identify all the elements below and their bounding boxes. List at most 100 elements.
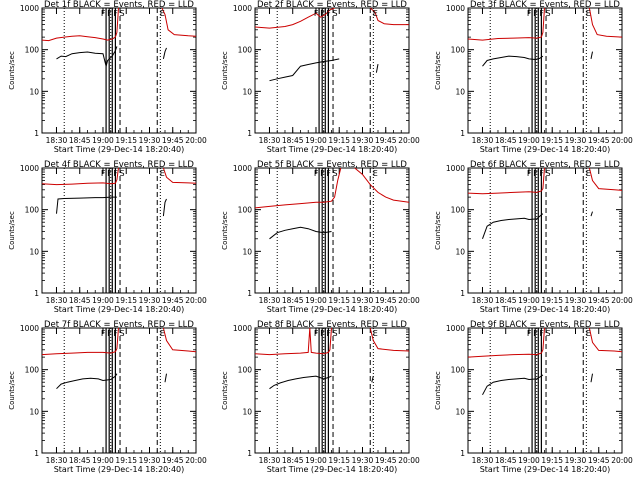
series-events [56, 46, 118, 67]
x-axis-label: Start Time (29-Dec-14 18:20:40) [54, 305, 185, 314]
flare-flag-label: F [326, 9, 331, 18]
x-tick-label: 18:45 [282, 296, 304, 305]
series-events [482, 374, 544, 396]
y-tick-label: 10 [29, 87, 39, 96]
x-tick-label: 18:30 [46, 456, 68, 465]
y-tick-label: 1 [247, 129, 252, 138]
panel-det-7: Det 7f BLACK = Events, RED = LLD Counts/s… [8, 320, 207, 474]
y-tick-label: 1000 [20, 4, 39, 13]
x-tick-label: 20:00 [185, 456, 207, 465]
x-tick-label: 19:00 [518, 456, 540, 465]
flare-flag-label: F [539, 169, 544, 178]
plot-frame [467, 327, 623, 454]
x-tick-label: 18:45 [495, 296, 517, 305]
plot-frame [467, 7, 623, 134]
y-tick-label: 100 [238, 366, 253, 375]
series-lld [468, 8, 545, 41]
x-tick-label: 19:30 [139, 456, 161, 465]
x-axis-label: Start Time (29-Dec-14 18:20:40) [267, 145, 398, 154]
flare-flag-label: F [320, 9, 325, 18]
series-events [482, 213, 544, 239]
plot-area [42, 8, 196, 133]
flare-flag-label: F [533, 169, 538, 178]
y-tick-label: 1000 [233, 164, 252, 173]
flare-flag-label: F [320, 169, 325, 178]
plot-frame [41, 327, 197, 454]
panel-det-8: Det 8f BLACK = Events, RED = LLD Counts/s… [221, 320, 420, 474]
flare-flag-label: F [107, 169, 112, 178]
panel-title: Det 5f BLACK = Events, RED = LLD [257, 160, 407, 170]
x-tick-label: 18:45 [495, 456, 517, 465]
plot-area [255, 168, 409, 293]
flare-flag-label: E [160, 169, 165, 178]
flare-flag-label: F [527, 169, 532, 178]
series-lld [255, 328, 332, 356]
panel-det-2: Det 2f BLACK = Events, RED = LLD Counts/s… [221, 0, 420, 154]
x-tick-label: 20:00 [398, 136, 420, 145]
flare-flag-label: F [113, 329, 118, 338]
y-tick-label: 1000 [20, 324, 39, 333]
flare-flag-label: E [586, 329, 591, 338]
x-axis-label: Start Time (29-Dec-14 18:20:40) [480, 465, 611, 474]
y-tick-label: 10 [455, 247, 465, 256]
plot-frame [467, 167, 623, 294]
flare-flag-label: F [527, 9, 532, 18]
flare-flag-label: F [320, 329, 325, 338]
x-tick-label: 19:30 [352, 296, 374, 305]
x-tick-label: 19:00 [518, 136, 540, 145]
series-lld [161, 8, 196, 37]
x-tick-label: 19:45 [162, 296, 184, 305]
plot-area [468, 168, 622, 293]
flare-flag-label: E [586, 169, 591, 178]
x-tick-label: 19:45 [588, 136, 610, 145]
x-axis-label: Start Time (29-Dec-14 18:20:40) [267, 305, 398, 314]
x-tick-label: 19:15 [115, 296, 137, 305]
panel-title: Det 2f BLACK = Events, RED = LLD [257, 0, 407, 10]
plot-frame [41, 167, 197, 294]
y-axis-label: Counts/sec [221, 51, 229, 90]
y-tick-label: 10 [29, 247, 39, 256]
series-events [371, 375, 374, 383]
x-axis-label: Start Time (29-Dec-14 18:20:40) [480, 305, 611, 314]
y-axis-label: Counts/sec [434, 51, 442, 90]
series-lld [255, 168, 342, 209]
y-axis-label: Counts/sec [221, 371, 229, 410]
panel-title: Det 8f BLACK = Events, RED = LLD [257, 320, 407, 330]
y-tick-label: 100 [238, 46, 253, 55]
flare-flag-label: S [119, 169, 124, 178]
series-lld [255, 8, 335, 29]
flare-flag-label: F [101, 329, 106, 338]
panel-det-9: Det 9f BLACK = Events, RED = LLD Counts/s… [434, 320, 633, 474]
panel-det-5: Det 5f BLACK = Events, RED = LLD Counts/s… [221, 160, 420, 314]
y-tick-label: 1000 [446, 4, 465, 13]
x-tick-label: 18:45 [282, 456, 304, 465]
y-axis-label: Counts/sec [434, 371, 442, 410]
y-tick-label: 10 [455, 407, 465, 416]
x-tick-label: 20:00 [611, 456, 633, 465]
x-tick-label: 19:15 [328, 136, 350, 145]
panel-title: Det 1f BLACK = Events, RED = LLD [44, 0, 194, 10]
x-tick-label: 19:15 [328, 296, 350, 305]
y-tick-label: 1000 [233, 4, 252, 13]
x-tick-label: 20:00 [398, 456, 420, 465]
y-tick-label: 1 [34, 129, 39, 138]
flare-flag-label: S [545, 169, 550, 178]
series-lld [162, 168, 196, 184]
flare-flag-label: E [373, 169, 378, 178]
flare-flag-label: S [545, 9, 550, 18]
x-tick-label: 19:15 [115, 136, 137, 145]
plot-area [468, 8, 622, 133]
x-tick-label: 19:30 [565, 296, 587, 305]
y-tick-label: 100 [451, 46, 466, 55]
panel-title: Det 7f BLACK = Events, RED = LLD [44, 320, 194, 330]
flare-flag-label: F [107, 9, 112, 18]
x-tick-label: 19:15 [328, 456, 350, 465]
series-lld [369, 328, 409, 352]
plot-frame [254, 327, 410, 454]
flare-flag-label: S [119, 9, 124, 18]
flare-flag-label: F [539, 9, 544, 18]
x-tick-label: 19:15 [541, 136, 563, 145]
series-lld [369, 8, 409, 26]
x-axis-label: Start Time (29-Dec-14 18:20:40) [267, 465, 398, 474]
